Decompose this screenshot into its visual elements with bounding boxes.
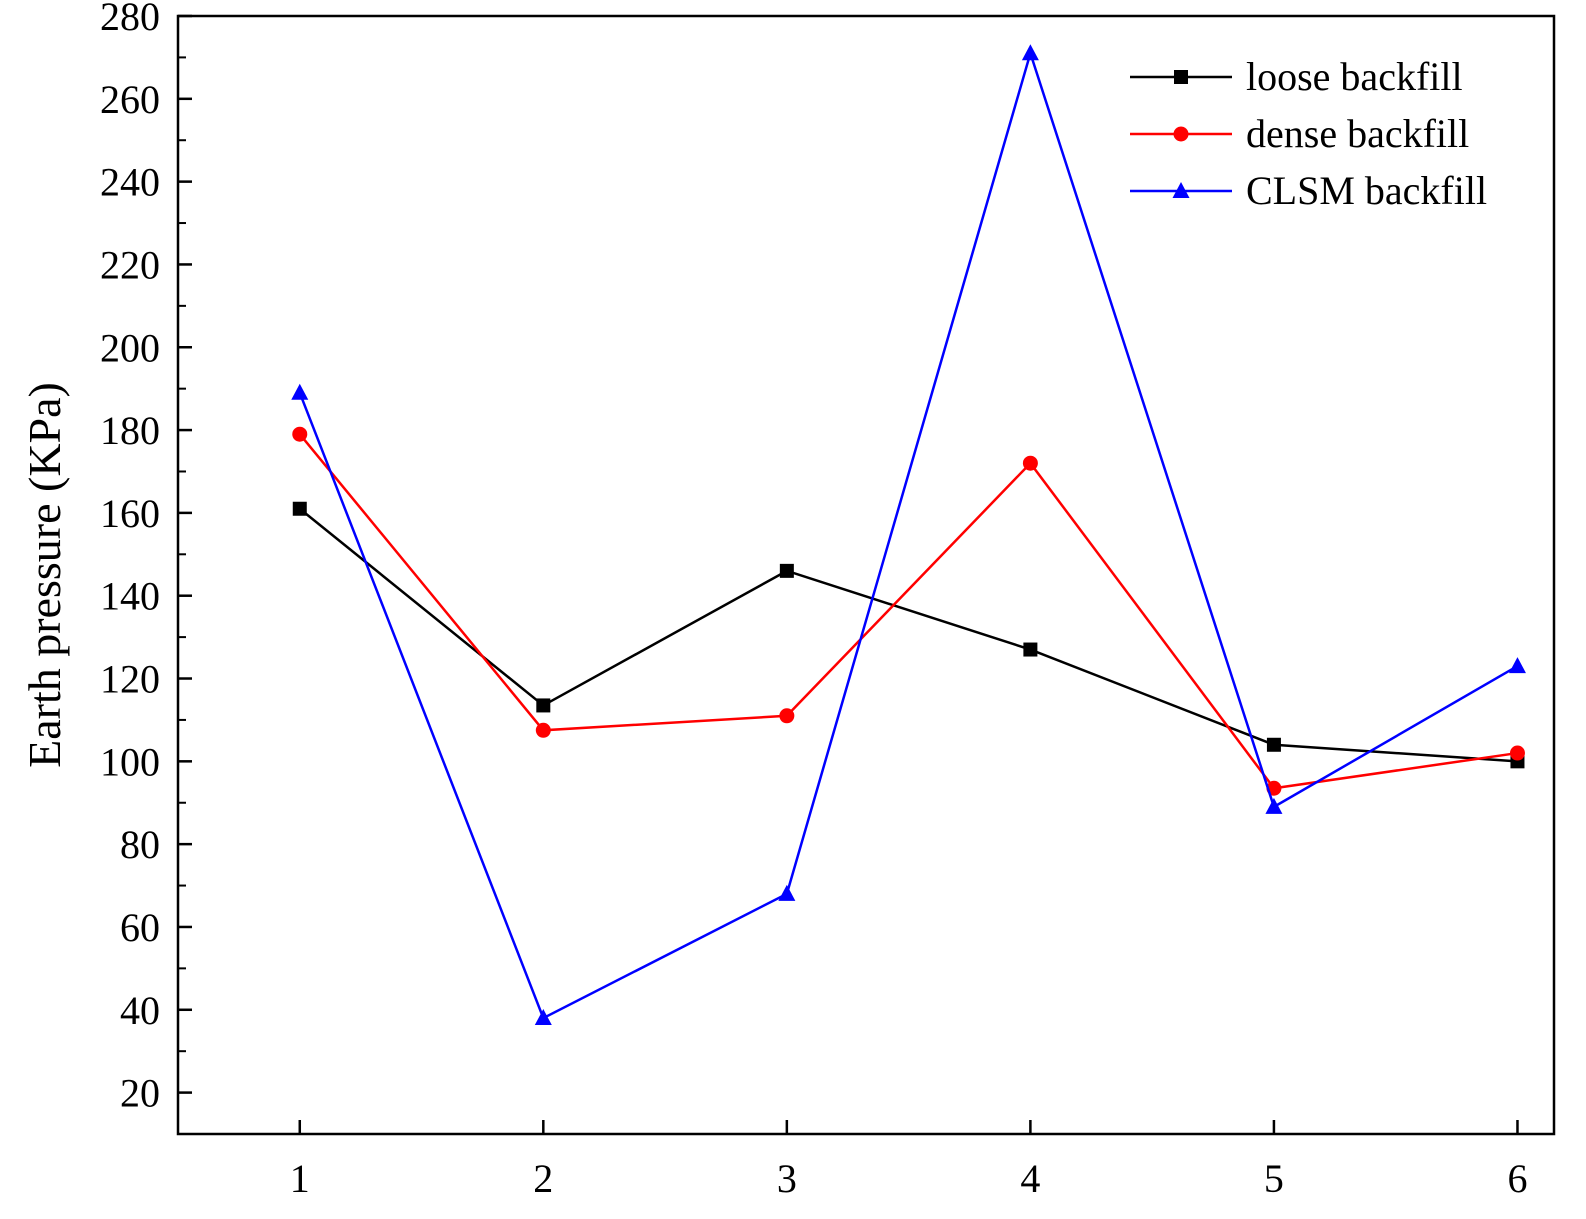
data-point	[1509, 745, 1525, 761]
y-tick-label: 240	[100, 160, 160, 205]
y-tick-label: 180	[100, 408, 160, 453]
data-point	[779, 563, 794, 578]
legend-marker	[1174, 70, 1188, 84]
data-point	[534, 1009, 552, 1026]
series-loose-backfill	[292, 501, 1525, 769]
legend-label: dense backfill	[1246, 111, 1469, 156]
y-tick-label: 220	[100, 242, 160, 287]
y-tick-label: 60	[120, 905, 160, 950]
series-line	[298, 507, 1518, 763]
data-point	[1023, 642, 1038, 657]
legend-item: CLSM backfill	[1130, 168, 1487, 213]
x-tick-label: 5	[1264, 1156, 1284, 1201]
data-point	[292, 501, 307, 516]
data-point	[1508, 657, 1526, 674]
y-tick-label: 100	[100, 739, 160, 784]
x-tick-label: 2	[533, 1156, 553, 1201]
data-point	[292, 426, 308, 442]
y-tick-label: 80	[120, 822, 160, 867]
x-tick-label: 1	[290, 1156, 310, 1201]
y-tick-label: 160	[100, 491, 160, 536]
x-tick-label: 6	[1507, 1156, 1527, 1201]
x-axis: 1 2 3 4 5 6	[290, 1120, 1527, 1201]
data-point	[1021, 44, 1039, 61]
y-tick-label: 140	[100, 574, 160, 619]
data-point	[291, 383, 309, 400]
legend-label: loose backfill	[1246, 54, 1463, 99]
legend: loose backfill dense backfill CLSM backfil…	[1130, 54, 1487, 213]
y-tick-label: 120	[100, 657, 160, 702]
y-axis: 20 40 60 80 100 120 140 160 180 200 220 240 260 280	[100, 0, 192, 1135]
data-point	[1266, 737, 1281, 752]
data-point	[535, 722, 551, 738]
x-tick-label: 4	[1020, 1156, 1040, 1201]
y-tick-label: 40	[120, 988, 160, 1033]
plot-frame	[176, 14, 1556, 1136]
y-tick-label: 20	[120, 1071, 160, 1116]
legend-item: dense backfill	[1130, 111, 1469, 156]
series-line	[298, 48, 1519, 1020]
legend-label: CLSM backfill	[1246, 168, 1487, 213]
data-point	[1022, 455, 1038, 471]
y-tick-label: 260	[100, 77, 160, 122]
series-layer	[291, 44, 1526, 1026]
data-point	[778, 884, 796, 901]
legend-marker	[1173, 126, 1189, 142]
series-clsm-backfill	[291, 44, 1526, 1026]
x-tick-label: 3	[777, 1156, 797, 1201]
data-point	[779, 708, 795, 724]
data-point	[1265, 797, 1283, 814]
y-axis-title: Earth pressure (KPa)	[19, 382, 70, 768]
y-tick-label: 200	[100, 325, 160, 370]
data-point	[536, 698, 551, 713]
legend-marker	[1172, 182, 1190, 198]
legend-item: loose backfill	[1130, 54, 1463, 99]
y-tick-label: 280	[100, 0, 160, 39]
